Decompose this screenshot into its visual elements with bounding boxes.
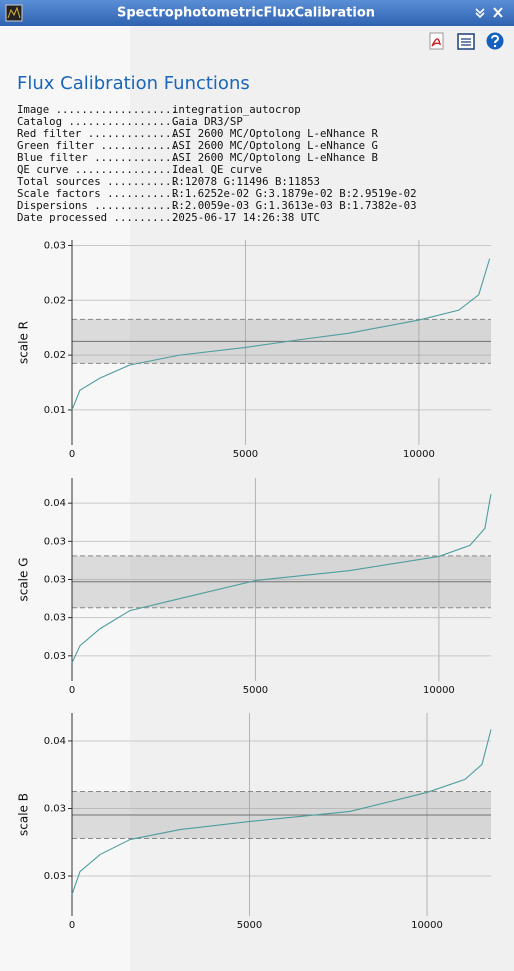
info-key: Total sources ........... xyxy=(17,175,178,188)
x-tick-label: 5000 xyxy=(237,920,262,931)
y-tick-label: 0.02 xyxy=(44,350,66,361)
info-value: R:1.6252e-02 G:3.1879e-02 B:2.9519e-02 xyxy=(172,187,417,200)
shade-button[interactable] xyxy=(475,8,485,19)
y-tick-label: 0.02 xyxy=(44,295,66,306)
info-value: ASI 2600 MC/Optolong L-eNhance G xyxy=(172,139,378,152)
x-tick-label: 5000 xyxy=(243,685,268,696)
app-icon xyxy=(5,4,23,22)
info-key: QE curve ................ xyxy=(17,163,178,176)
close-button[interactable] xyxy=(493,7,503,18)
info-key: Date processed .......... xyxy=(17,211,178,224)
y-tick-label: 0.04 xyxy=(44,498,66,509)
info-value: 2025-06-17 14:26:38 UTC xyxy=(172,211,320,224)
y-tick-label: 0.03 xyxy=(44,240,66,251)
info-key: Blue filter ............. xyxy=(17,151,178,164)
info-value: Ideal QE curve xyxy=(172,163,262,176)
info-key: Scale factors ........... xyxy=(17,187,178,200)
info-value: R:12078 G:11496 B:11853 xyxy=(172,175,320,188)
x-tick-label: 10000 xyxy=(423,685,455,696)
scale-curve xyxy=(71,729,492,895)
info-key: Catalog ................. xyxy=(17,115,178,128)
y-tick-label: 0.04 xyxy=(44,736,66,747)
x-tick-label: 0 xyxy=(69,449,75,460)
info-value: Gaia DR3/SP xyxy=(172,115,243,128)
window-title: SpectrophotometricFluxCalibration xyxy=(117,6,375,21)
y-tick-label: 0.01 xyxy=(44,405,66,416)
info-key: Image ................... xyxy=(17,103,178,116)
info-key: Green filter ............ xyxy=(17,139,178,152)
pdf-button[interactable] xyxy=(429,32,444,50)
heading: Flux Calibration Functions xyxy=(17,73,250,94)
x-tick-label: 5000 xyxy=(233,449,258,460)
info-key: Dispersions ............. xyxy=(17,199,178,212)
y-tick-label: 0.03 xyxy=(44,613,66,624)
info-value: integration_autocrop xyxy=(172,103,301,116)
y-tick-label: 0.03 xyxy=(44,803,66,814)
y-axis-label: scale B xyxy=(17,793,31,836)
y-tick-label: 0.03 xyxy=(44,536,66,547)
app-icon-graph xyxy=(7,6,21,19)
help-button[interactable] xyxy=(486,32,504,50)
scale-curve xyxy=(71,494,492,664)
y-axis-label: scale G xyxy=(17,557,31,601)
x-tick-label: 0 xyxy=(69,685,75,696)
title-bar xyxy=(0,0,514,26)
y-tick-label: 0.03 xyxy=(44,651,66,662)
y-tick-label: 0.03 xyxy=(44,871,66,882)
info-key: Red filter .............. xyxy=(17,127,178,140)
x-tick-label: 10000 xyxy=(411,920,443,931)
scale-curve xyxy=(71,258,491,411)
x-tick-label: 10000 xyxy=(403,449,435,460)
y-tick-label: 0.03 xyxy=(44,575,66,586)
info-value: ASI 2600 MC/Optolong L-eNhance B xyxy=(172,151,378,164)
y-axis-label: scale R xyxy=(17,321,31,364)
info-value: ASI 2600 MC/Optolong L-eNhance R xyxy=(172,127,378,140)
list-button[interactable] xyxy=(457,33,475,50)
info-value: R:2.0059e-03 G:1.3613e-03 B:1.7382e-03 xyxy=(172,199,417,212)
background-ghost xyxy=(0,26,130,971)
x-tick-label: 0 xyxy=(69,920,75,931)
